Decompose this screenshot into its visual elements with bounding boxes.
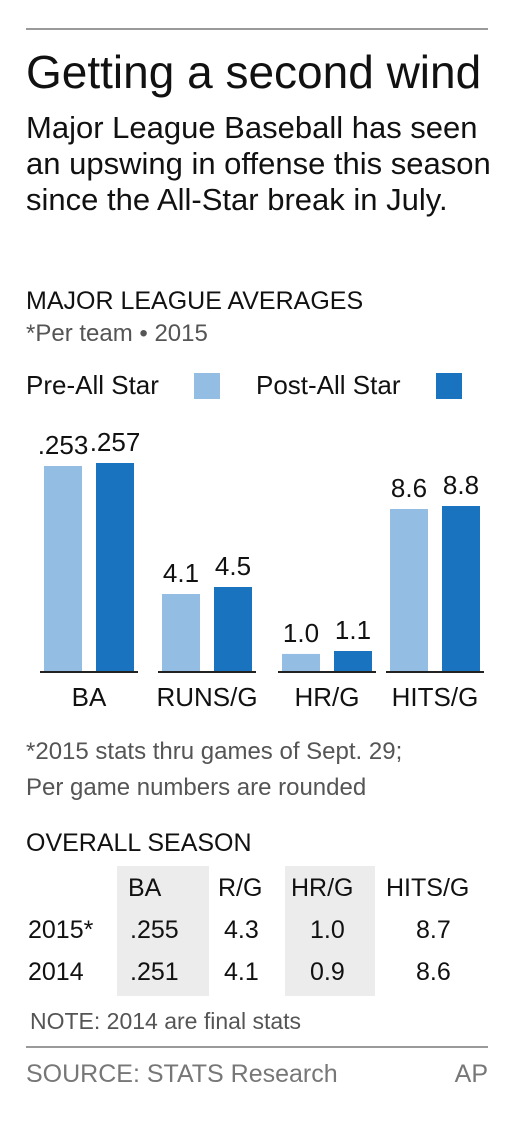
data-label-runs-g-pre: 4.1 [163,558,199,588]
table-cell-2015-ba: .255 [130,916,179,944]
footnote-line-1: *2015 stats thru games of Sept. 29; [26,738,403,765]
legend-label-post: Post-All Star [256,370,401,400]
category-label-runs-g: RUNS/G [156,682,257,712]
data-label-hits-g-post: 8.8 [443,470,479,500]
page-title: Getting a second wind [26,46,482,98]
category-label-hr-g: HR/G [295,682,360,712]
table-cell-2014-rg: 4.1 [224,958,259,986]
data-label-runs-g-post: 4.5 [215,551,251,581]
table-row-label-2014: 2014 [28,958,84,986]
table-header-hr: HR/G [291,874,354,902]
table-shade-hr [285,866,375,996]
table-cell-2014-hits: 8.6 [416,958,451,986]
table-header-ba: BA [128,874,162,902]
data-label-hr-g-pre: 1.0 [283,618,319,648]
chart-subheading: *Per team • 2015 [26,320,208,347]
data-label-hits-g-pre: 8.6 [391,473,427,503]
chart-footnote: *2015 stats thru games of Sept. 29; Per … [26,734,402,806]
footnote-line-2: Per game numbers are rounded [26,774,367,801]
table-cell-2014-ba: .251 [130,958,179,986]
bar-hits-g-post [442,506,480,672]
table-heading: OVERALL SEASON [26,829,252,857]
bar-hr-g-pre [282,653,320,672]
bar-ba-post [96,463,134,672]
table-row-label-2015: 2015* [28,916,94,944]
table-header-hits: HITS/G [386,874,470,902]
category-label-ba: BA [72,682,107,712]
source-line: SOURCE: STATS Research [26,1060,338,1088]
bar-runs-g-pre [162,594,200,672]
top-rule [26,28,488,30]
bar-chart: .253.257 BA 4.1 4.5 RUNS/G 1.0 1.1 HR/G 8.6 8.8 HI… [38,427,484,712]
season-table: BA R/G HR/G HITS/G 2015* .255 4.3 1.0 8.… [26,866,488,996]
table-cell-2015-hr: 1.0 [310,916,345,944]
chart-heading: MAJOR LEAGUE AVERAGES [26,287,364,315]
table-cell-2015-rg: 4.3 [224,916,259,944]
legend-swatch-post [436,373,462,399]
bar-ba-pre [44,466,82,672]
legend-swatch-pre [194,373,220,399]
table-cell-2014-hr: 0.9 [310,958,345,986]
category-label-hits-g: HITS/G [392,682,479,712]
bar-hits-g-pre [390,509,428,672]
table-shade-ba [117,866,209,996]
legend-label-pre: Pre-All Star [26,370,159,400]
bar-hr-g-post [334,651,372,672]
intro-text: Major League Baseball has seen an upswin… [26,110,491,217]
bottom-rule [26,1046,488,1048]
data-label-ba-pre: .253 [38,430,89,460]
data-label-hr-g-post: 1.1 [335,615,371,645]
data-label-ba-post: .257 [90,427,141,457]
table-header-rg: R/G [218,874,263,902]
table-cell-2015-hits: 8.7 [416,916,451,944]
bar-runs-g-post [214,587,252,672]
table-note: NOTE: 2014 are final stats [30,1008,302,1034]
credit-line: AP [454,1060,488,1088]
